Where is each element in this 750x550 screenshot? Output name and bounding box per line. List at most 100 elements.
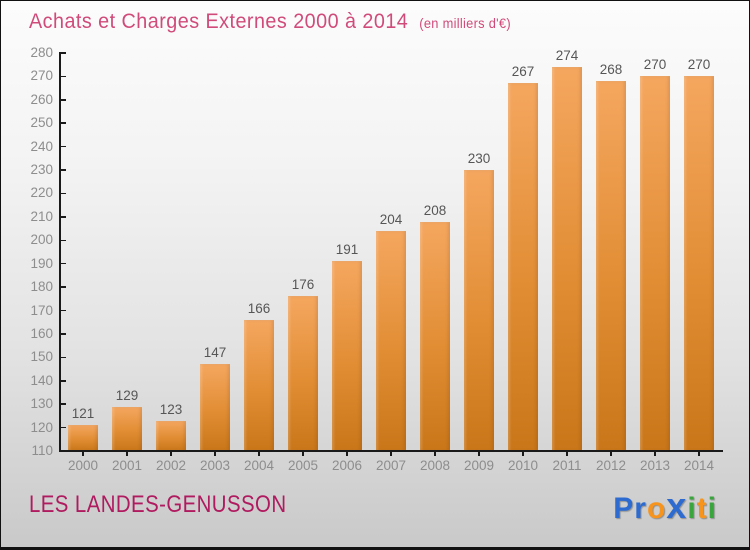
bar-2006 [332,261,362,451]
x-axis-label: 2006 [331,458,363,473]
location-label: LES LANDES-GENUSSON [29,491,287,518]
chart-title-row: Achats et Charges Externes 2000 à 2014 (e… [29,9,511,34]
logo-letter: i [707,492,717,525]
y-tick [60,52,66,54]
bar-2007 [376,230,406,451]
y-tick [60,426,66,429]
y-tick-label: 130 [30,396,53,412]
x-tick [170,451,172,456]
x-tick [434,451,436,456]
x-tick [82,451,84,456]
x-tick [258,451,260,456]
x-tick [654,451,656,456]
x-tick [522,451,524,456]
bar-value-label: 274 [555,48,579,64]
y-tick-label: 250 [30,115,53,131]
y-axis-line [59,52,61,452]
x-tick [126,451,128,456]
bar-2010 [508,83,538,451]
x-tick [698,451,700,456]
x-axis-label: 2003 [199,458,231,473]
y-tick [60,99,66,101]
y-tick-label: 270 [30,68,53,84]
y-tick [60,239,66,242]
y-tick [60,216,66,218]
bar-value-label: 166 [247,300,271,316]
y-tick-label: 140 [30,372,53,388]
y-tick [60,333,66,335]
logo-letter: r [634,492,647,525]
x-axis-label: 2011 [552,458,582,473]
bar-2011 [552,67,582,451]
bar-value-label: 176 [291,277,315,293]
bar-2000 [68,425,98,451]
x-tick [610,451,612,456]
y-tick-label: 110 [31,443,53,458]
y-tick [60,403,66,405]
x-tick [214,451,216,456]
bar-value-label: 268 [599,62,623,78]
x-tick [302,451,304,456]
x-tick [478,451,480,456]
bar-value-label: 270 [687,57,711,73]
bar-value-label: 267 [511,64,535,80]
x-axis-label: 2007 [375,458,407,473]
y-tick [60,380,66,382]
bar-2002 [156,420,186,451]
y-tick-label: 120 [30,419,53,435]
bar-2001 [112,406,142,451]
y-tick [60,356,66,359]
y-tick [60,75,66,78]
bar-2014 [684,76,714,451]
y-tick-label: 280 [30,45,53,60]
bar-2012 [596,81,626,451]
bar-value-label: 147 [203,345,227,361]
bar-value-label: 129 [115,387,139,403]
y-tick [60,169,66,171]
bar-value-label: 208 [423,202,447,218]
x-axis-line [59,450,723,452]
y-tick-label: 260 [30,91,53,107]
bar-value-label: 191 [335,242,359,258]
y-tick [60,309,66,312]
y-tick-label: 150 [30,349,53,365]
bar-2008 [420,221,450,451]
y-tick-label: 170 [30,302,53,318]
bar-value-label: 270 [643,57,667,73]
y-tick-label: 210 [30,208,53,224]
bar-2005 [288,296,318,451]
logo-letter: t [696,492,708,525]
bar-value-label: 230 [467,151,491,167]
x-axis-label: 2009 [463,458,495,473]
y-tick [60,122,66,124]
x-axis-label: 2004 [243,458,275,473]
x-axis-label: 2000 [67,458,99,473]
x-axis-label: 2012 [595,458,627,473]
bar-value-label: 204 [379,211,403,227]
y-tick-label: 200 [30,232,53,248]
bar-2009 [464,170,494,451]
y-tick [60,145,66,148]
bar-2004 [244,319,274,451]
logo-letter: x [666,485,688,526]
bar-2003 [200,364,230,451]
chart-title: Achats et Charges Externes 2000 à 2014 [29,9,409,33]
x-axis-label: 2002 [155,458,187,473]
proxiti-logo[interactable]: Proxiti [613,485,717,527]
y-tick-label: 230 [30,162,53,178]
x-axis-label: 2005 [287,458,319,473]
logo-letter: o [646,492,667,525]
logo-letter: P [613,492,635,525]
y-tick-label: 220 [30,185,53,201]
y-tick [60,286,66,288]
bar-value-label: 121 [71,406,95,422]
x-axis-label: 2010 [507,458,539,473]
x-axis-label: 2014 [683,458,715,473]
y-tick-label: 190 [30,255,53,271]
y-tick [60,262,66,265]
x-axis-label: 2001 [111,458,143,473]
bar-value-label: 123 [159,401,183,417]
x-axis-label: 2008 [419,458,451,473]
